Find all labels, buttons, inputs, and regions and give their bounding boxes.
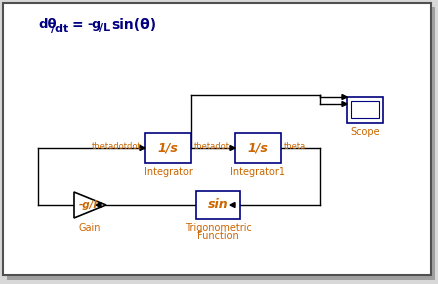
Text: thetadotdot: thetadotdot [92, 141, 141, 151]
Text: Integrator: Integrator [143, 167, 192, 177]
Polygon shape [341, 95, 346, 99]
Polygon shape [230, 145, 234, 151]
Text: -g/l: -g/l [78, 200, 97, 210]
Bar [145, 133, 191, 163]
Text: sin: sin [207, 199, 228, 212]
Text: dθ: dθ [38, 18, 57, 31]
FancyBboxPatch shape [7, 7, 434, 280]
Text: Scope: Scope [350, 127, 379, 137]
Polygon shape [140, 145, 145, 151]
Polygon shape [74, 192, 106, 218]
Bar [195, 191, 240, 219]
Text: theta: theta [283, 141, 306, 151]
Text: -g: -g [87, 18, 101, 31]
FancyBboxPatch shape [3, 3, 430, 275]
Text: Trigonometric: Trigonometric [184, 223, 251, 233]
Text: =: = [72, 18, 88, 32]
Polygon shape [230, 202, 234, 208]
Text: Function: Function [197, 231, 238, 241]
Bar [234, 133, 280, 163]
Bar [346, 97, 382, 123]
Polygon shape [96, 202, 101, 208]
Bar [350, 101, 378, 118]
Polygon shape [341, 101, 346, 106]
Text: 1/s: 1/s [247, 141, 268, 154]
Text: sin(θ): sin(θ) [111, 18, 156, 32]
Text: thetadot: thetadot [194, 141, 230, 151]
Text: Gain: Gain [78, 223, 101, 233]
Text: /dt: /dt [51, 24, 68, 34]
Text: /L: /L [99, 23, 110, 33]
Text: 1/s: 1/s [157, 141, 178, 154]
Text: Integrator1: Integrator1 [230, 167, 285, 177]
